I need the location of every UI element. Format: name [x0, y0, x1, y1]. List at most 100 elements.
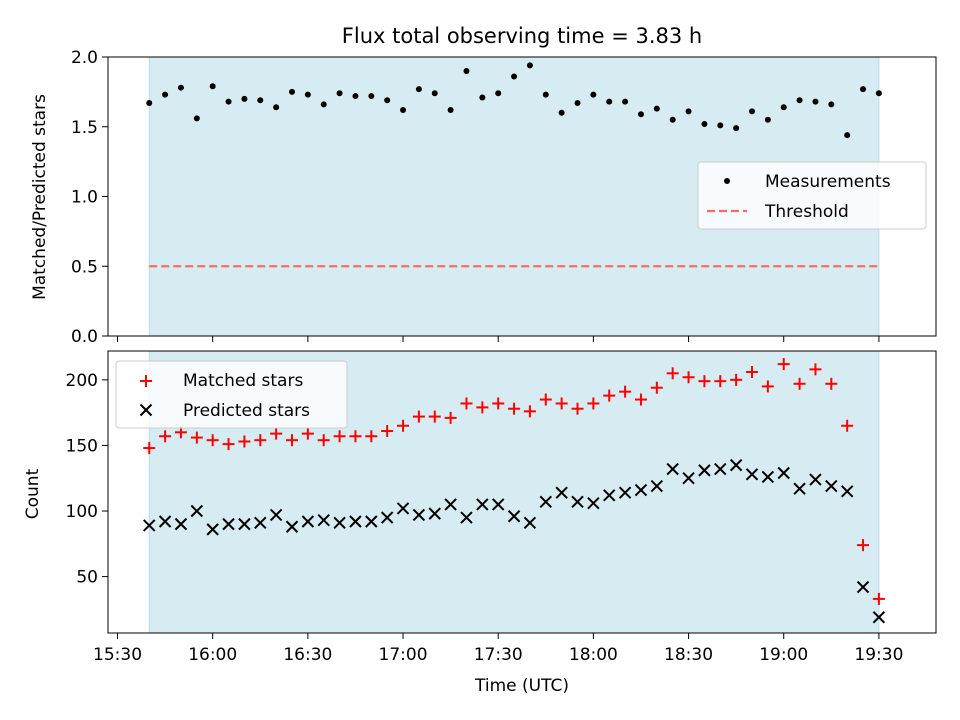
measurement-point [812, 98, 819, 105]
matched-star-point [730, 373, 743, 386]
measurement-point [542, 91, 549, 98]
predicted-star-point [190, 504, 204, 518]
measurement-point [415, 86, 422, 93]
predicted-star-point [317, 513, 330, 527]
matched-star-point [809, 363, 822, 376]
matched-star-point [555, 397, 568, 410]
predicted-star-point [825, 479, 838, 493]
measurement-point [495, 90, 502, 97]
bottom-y-tick-label: 50 [76, 568, 98, 588]
top-x-ticks [117, 336, 880, 342]
matched-star-point [492, 397, 505, 410]
measurement-point [304, 91, 311, 98]
matched-star-point [428, 410, 441, 423]
legend-matched-label: Matched stars [183, 371, 303, 391]
predicted-star-point [491, 498, 505, 511]
measurement-point [273, 104, 280, 111]
measurement-point [637, 111, 644, 118]
top-panel: 0.0 0.5 1.0 1.5 2.0 Flux total observing tim… [30, 24, 937, 347]
measurement-point [875, 90, 882, 97]
bottom-y-tick-label: 200 [66, 371, 98, 391]
predicted-star-point [365, 515, 378, 528]
matched-star-point [286, 434, 298, 447]
top-marks [146, 62, 882, 268]
matched-star-point [238, 435, 251, 448]
predicted-star-point [380, 511, 394, 524]
measurement-point [320, 101, 327, 108]
matched-star-point [222, 438, 235, 451]
predicted-star-point [238, 517, 251, 531]
predicted-star-point [603, 489, 616, 502]
x-tick-label: 15:30 [93, 645, 142, 665]
predicted-star-point [476, 498, 489, 511]
matched-star-point [634, 393, 647, 406]
x-tick-label: 18:00 [569, 645, 618, 665]
measurement-point [289, 88, 295, 95]
top-y-tick-label: 1.5 [71, 118, 98, 138]
predicted-star-point [460, 511, 473, 524]
matched-star-point [539, 393, 552, 406]
matched-star-point [365, 430, 378, 443]
measurement-point [241, 95, 248, 102]
x-tick-label: 17:00 [379, 645, 428, 665]
matched-star-point [587, 397, 600, 410]
measurement-point [463, 67, 470, 74]
predicted-star-point [698, 464, 711, 477]
predicted-star-point [872, 611, 886, 624]
x-tick-label: 18:30 [664, 645, 713, 665]
matched-star-point [476, 401, 489, 414]
matched-star-point [206, 434, 219, 447]
top-y-axis-label: Matched/Predicted stars [30, 94, 50, 300]
measurement-point [479, 94, 486, 101]
measurement-point [400, 107, 407, 114]
predicted-star-point [301, 515, 315, 528]
legend-matched-marker [140, 375, 152, 387]
matched-star-point [412, 410, 425, 423]
bottom-marks [143, 358, 886, 624]
measurement-point [352, 93, 359, 100]
measurement-point [733, 125, 740, 132]
predicted-star-point [618, 486, 632, 499]
predicted-star-point [634, 483, 648, 497]
legend-threshold-label: Threshold [764, 202, 849, 222]
matched-star-point [190, 431, 203, 444]
measurement-point [193, 115, 200, 122]
matched-star-point [143, 442, 156, 455]
matched-star-point [460, 397, 473, 410]
measurement-point [526, 62, 533, 69]
predicted-star-point [682, 472, 695, 485]
measurement-point [622, 98, 629, 105]
predicted-star-point [444, 498, 457, 511]
measurement-point [209, 83, 216, 90]
matched-star-point [349, 430, 362, 443]
matched-star-point [761, 380, 774, 393]
measurement-point [225, 98, 232, 105]
predicted-star-point [158, 515, 172, 528]
predicted-star-point [349, 515, 362, 528]
measurement-point [177, 84, 184, 91]
x-axis-label: Time (UTC) [474, 676, 569, 696]
measurement-point [511, 73, 518, 80]
measurement-point [685, 108, 692, 115]
predicted-star-point [254, 516, 267, 530]
predicted-star-point [571, 495, 584, 509]
measurement-point [558, 109, 565, 116]
predicted-star-point [428, 507, 441, 520]
top-y-ticks: 0.0 0.5 1.0 1.5 2.0 [71, 48, 108, 347]
matched-star-point [746, 365, 758, 378]
predicted-star-point [666, 462, 679, 476]
x-tick-label: 19:00 [759, 645, 808, 665]
predicted-star-point [809, 473, 822, 486]
matched-star-point [872, 592, 885, 605]
predicted-star-point [555, 486, 568, 499]
measurement-point [384, 97, 391, 104]
measurement-point [701, 120, 708, 127]
bottom-y-ticks: 50 100 150 200 [66, 371, 108, 588]
predicted-star-point [285, 520, 299, 533]
measurement-point [146, 100, 153, 107]
matched-star-point [508, 402, 521, 415]
chart-title: Flux total observing time = 3.83 h [342, 24, 702, 48]
matched-star-point [666, 367, 679, 380]
predicted-star-point [539, 495, 553, 509]
measurement-point [780, 104, 787, 111]
